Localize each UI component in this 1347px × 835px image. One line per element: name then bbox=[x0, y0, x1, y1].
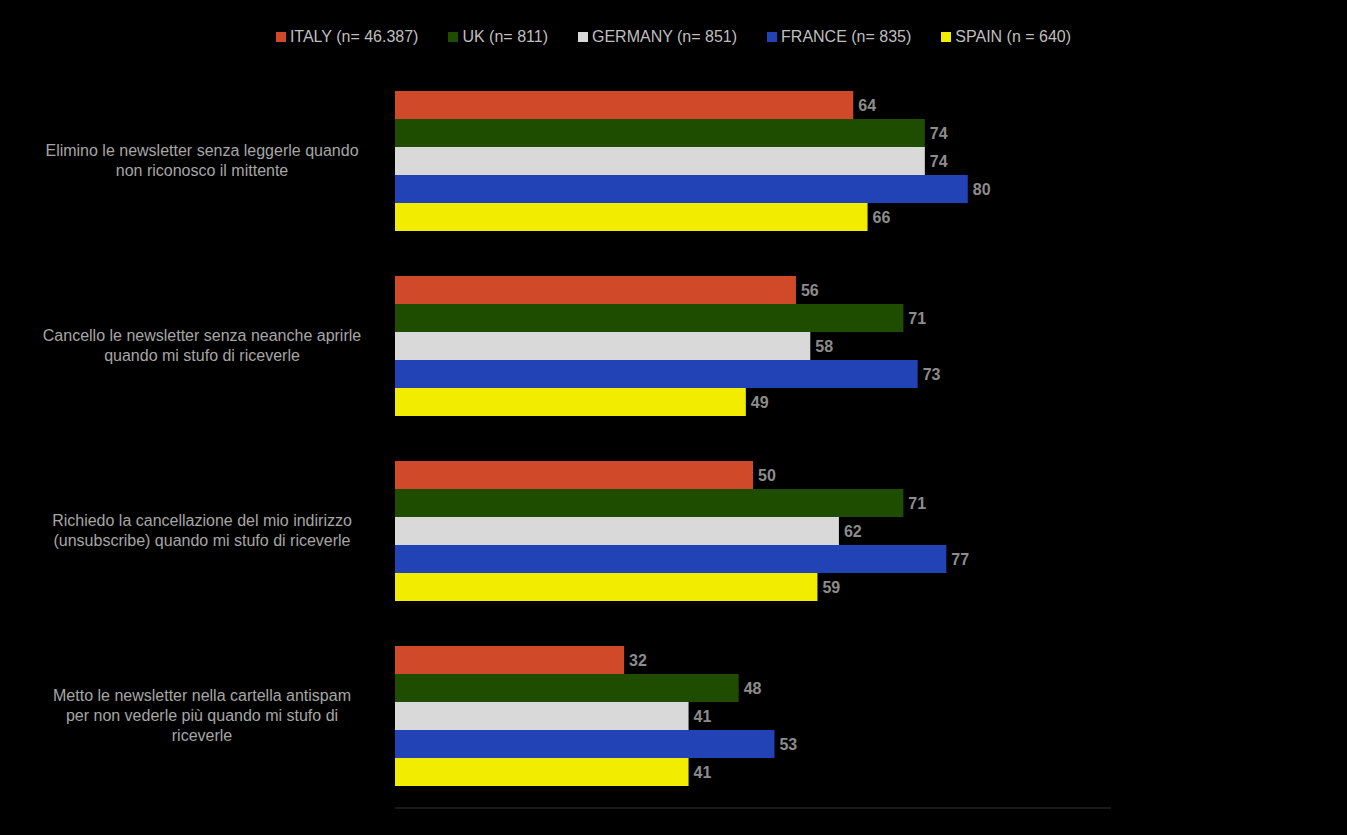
svg-text:74: 74 bbox=[930, 125, 948, 142]
html-text:FRANCE (n= 835): FRANCE (n= 835) bbox=[781, 28, 912, 45]
svg-text:32: 32 bbox=[629, 652, 647, 669]
svg-text:per non vederle più quando mi: per non vederle più quando mi stufo di bbox=[66, 707, 338, 724]
svg-text:50: 50 bbox=[758, 467, 776, 484]
svg-text:Richiedo la cancellazione del: Richiedo la cancellazione del mio indiri… bbox=[52, 512, 352, 529]
svg-text:77: 77 bbox=[951, 551, 969, 568]
svg-text:41: 41 bbox=[694, 708, 712, 725]
svg-text:66: 66 bbox=[873, 209, 891, 226]
svg-text:49: 49 bbox=[751, 394, 769, 411]
html-text:GERMANY (n= 851): GERMANY (n= 851) bbox=[592, 28, 738, 45]
svg-text:Elimino le newsletter senza le: Elimino le newsletter senza leggerle qua… bbox=[45, 142, 358, 159]
svg-text:73: 73 bbox=[923, 366, 941, 383]
svg-text:Cancello le newsletter senza n: Cancello le newsletter senza neanche apr… bbox=[43, 327, 362, 344]
svg-text:non riconosco il mittente: non riconosco il mittente bbox=[116, 162, 289, 179]
html-text:SPAIN (n = 640): SPAIN (n = 640) bbox=[955, 28, 1072, 45]
svg-text:62: 62 bbox=[844, 523, 862, 540]
html-text:ITALY (n= 46.387): ITALY (n= 46.387) bbox=[289, 28, 419, 45]
svg-text:71: 71 bbox=[908, 495, 926, 512]
svg-text:59: 59 bbox=[822, 579, 840, 596]
svg-text:56: 56 bbox=[801, 282, 819, 299]
svg-text:(unsubscribe) quando mi stufo: (unsubscribe) quando mi stufo di ricever… bbox=[53, 532, 350, 549]
svg-text:58: 58 bbox=[815, 338, 833, 355]
svg-text:71: 71 bbox=[908, 310, 926, 327]
svg-text:80: 80 bbox=[973, 181, 991, 198]
svg-text:53: 53 bbox=[779, 736, 797, 753]
svg-text:48: 48 bbox=[744, 680, 762, 697]
html-text:UK (n= 811): UK (n= 811) bbox=[462, 28, 548, 45]
svg-text:74: 74 bbox=[930, 153, 948, 170]
svg-text:41: 41 bbox=[694, 764, 712, 781]
svg-text:riceverle: riceverle bbox=[172, 727, 233, 744]
svg-text:64: 64 bbox=[858, 97, 876, 114]
svg-text:Metto le newsletter nella cart: Metto le newsletter nella cartella antis… bbox=[53, 687, 351, 704]
svg-text:quando mi stufo di riceverle: quando mi stufo di riceverle bbox=[104, 347, 300, 364]
